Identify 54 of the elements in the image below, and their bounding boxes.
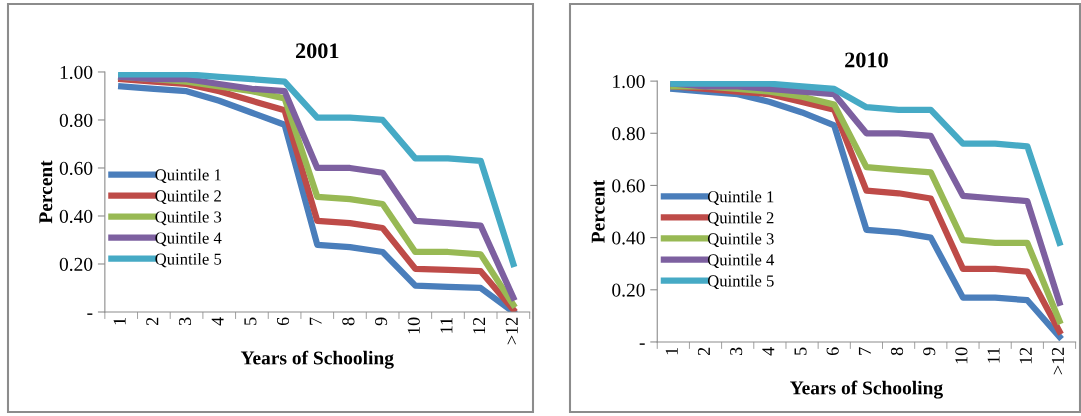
- x-tick-label: 2: [146, 317, 159, 326]
- x-tick-label: 10: [955, 347, 968, 364]
- legend-label: Quintile 4: [155, 231, 222, 247]
- x-tick-label: 7: [309, 317, 322, 325]
- legend-label: Quintile 3: [155, 210, 222, 226]
- y-tick-label: 0.20: [612, 283, 645, 297]
- x-tick-label: 3: [730, 347, 743, 355]
- x-tick-label: 2: [697, 347, 710, 356]
- x-tick-label: 4: [211, 317, 224, 326]
- x-tick-label: 8: [890, 347, 904, 356]
- x-tick-label: 4: [762, 347, 775, 356]
- x-axis-title: Years of Schooling: [240, 350, 394, 369]
- x-tick-label: 11: [987, 347, 1000, 363]
- x-tick-label: 5: [244, 317, 257, 325]
- y-axis-title: Percent: [39, 160, 53, 224]
- legend-label: Quintile 5: [707, 274, 774, 290]
- y-axis-title: Percent: [591, 179, 605, 243]
- x-axis-title: Years of Schooling: [790, 380, 943, 399]
- x-tick-label: 10: [407, 317, 420, 334]
- x-tick-label: 11: [440, 317, 453, 333]
- x-tick-label: 12: [1019, 347, 1032, 364]
- y-tick-label: 1.00: [60, 65, 93, 79]
- legend-label: Quintile 3: [707, 232, 774, 247]
- x-tick-label: 8: [342, 317, 355, 326]
- x-tick-label: 12: [473, 317, 486, 334]
- x-tick-label: 1: [665, 347, 678, 355]
- chart-title: 2010: [845, 52, 888, 68]
- x-tick-label: 9: [923, 347, 936, 356]
- x-tick-label: >12: [1051, 347, 1064, 375]
- y-tick-label: -: [639, 343, 645, 345]
- y-tick-label: 0.40: [612, 231, 645, 245]
- legend-label: Quintile 5: [155, 252, 222, 268]
- y-tick-label: 0.60: [59, 161, 93, 175]
- y-tick-label: -: [87, 313, 93, 315]
- x-tick-label: 9: [375, 317, 388, 326]
- x-tick-label: 6: [276, 317, 290, 326]
- y-tick-label: 0.20: [59, 257, 93, 272]
- chart-title: 2001: [295, 43, 339, 59]
- y-tick-label: 1.00: [613, 74, 645, 89]
- legend-label: Quintile 1: [155, 168, 221, 184]
- y-tick-label: 0.40: [59, 209, 93, 224]
- legend-label: Quintile 4: [707, 253, 775, 269]
- x-tick-label: >12: [505, 317, 518, 345]
- x-tick-label: 5: [794, 347, 807, 355]
- x-tick-label: 3: [178, 317, 192, 326]
- y-tick-label: 0.80: [59, 113, 93, 127]
- legend-label: Quintile 1: [707, 190, 774, 205]
- y-tick-label: 0.80: [612, 127, 645, 141]
- x-tick-label: 1: [113, 317, 126, 325]
- x-tick-label: 7: [858, 347, 871, 355]
- y-tick-label: 0.60: [612, 179, 645, 193]
- legend-label: Quintile 2: [155, 189, 221, 205]
- legend-label: Quintile 2: [707, 211, 774, 226]
- x-tick-label: 6: [826, 347, 839, 356]
